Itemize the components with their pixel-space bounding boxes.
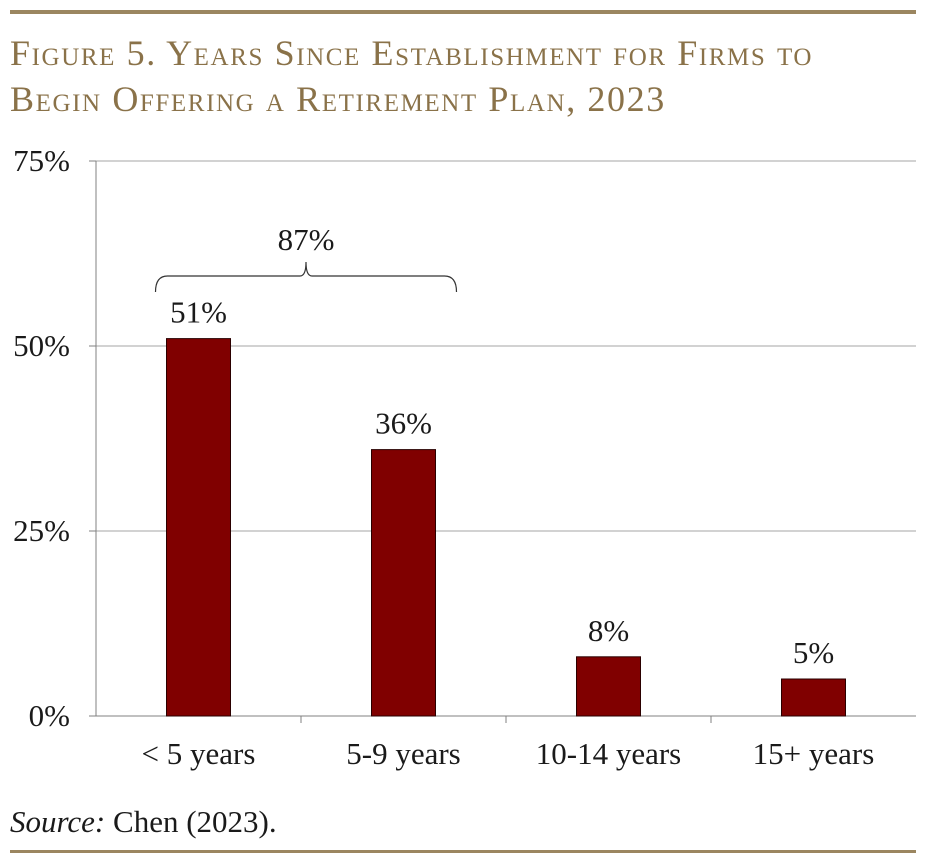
y-tick-label: 75%	[13, 143, 70, 178]
bar	[166, 338, 231, 717]
data-label: 5%	[793, 635, 834, 670]
annotation-brace	[154, 261, 458, 293]
y-tick-label: 25%	[13, 513, 70, 548]
source-label: Source:	[10, 804, 106, 839]
category-label: 10-14 years	[536, 736, 681, 771]
data-label: 51%	[170, 295, 227, 330]
category-label: 15+ years	[753, 736, 875, 771]
source-note: Source: Chen (2023).	[10, 804, 277, 840]
category-label: < 5 years	[142, 736, 256, 771]
bottom-rule	[10, 850, 916, 853]
data-label: 8%	[588, 613, 629, 648]
source-text: Chen (2023).	[113, 804, 277, 839]
y-tick-label: 0%	[29, 698, 70, 733]
bar	[781, 678, 846, 717]
bar	[576, 656, 641, 717]
annotation-label: 87%	[278, 222, 335, 257]
bar	[371, 449, 436, 717]
y-tick-label: 50%	[13, 328, 70, 363]
category-label: 5-9 years	[346, 736, 460, 771]
data-label: 36%	[375, 406, 432, 441]
top-rule	[10, 10, 916, 14]
figure-title: Figure 5. Years Since Establishment for …	[10, 30, 916, 122]
figure-title-line-2: Begin Offering a Retirement Plan, 2023	[10, 79, 666, 119]
figure-title-line-1: Figure 5. Years Since Establishment for …	[10, 33, 814, 73]
